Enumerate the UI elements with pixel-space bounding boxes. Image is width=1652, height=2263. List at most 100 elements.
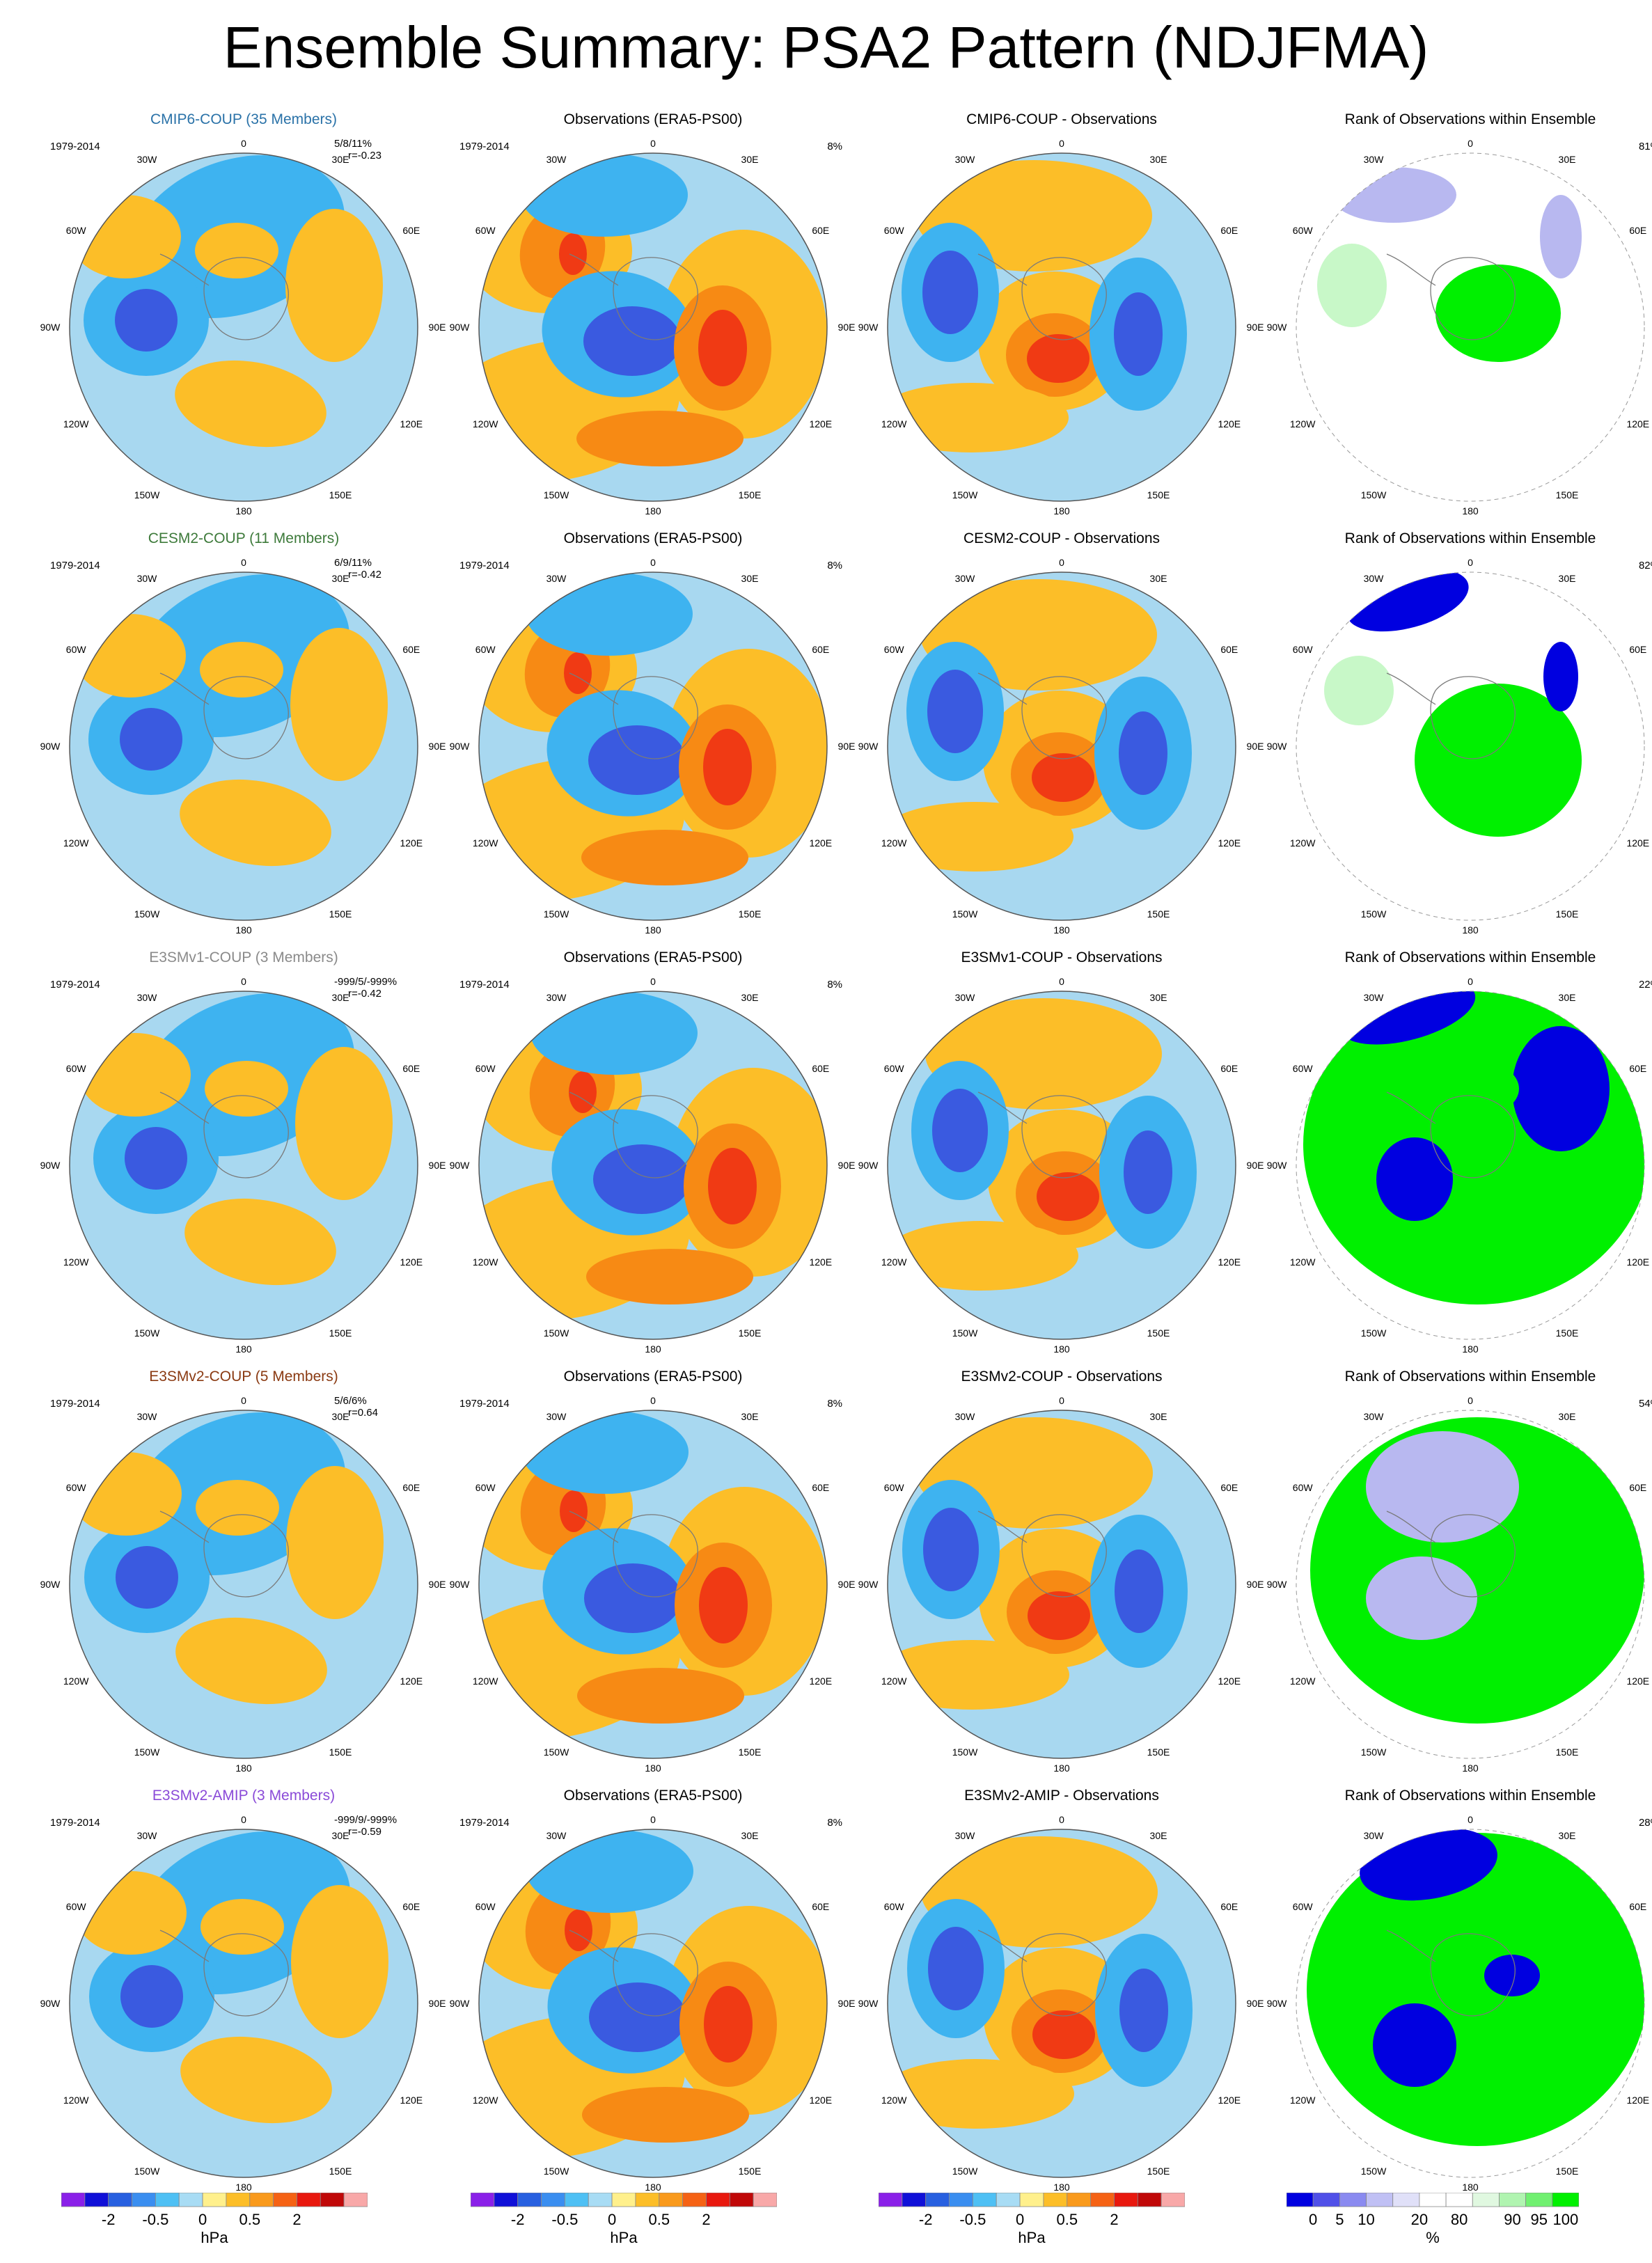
longitude-label: 120W: [63, 2095, 89, 2106]
longitude-label: 120W: [1289, 837, 1316, 849]
longitude-label: 60W: [475, 1482, 496, 1493]
colorbar-tick: 0: [607, 2211, 617, 2228]
longitude-label: 180: [1462, 505, 1479, 517]
colorbar-swatch: [1286, 2192, 1314, 2207]
field-region-4: [180, 779, 331, 867]
field-region-4: [560, 1490, 588, 1532]
longitude-label: 150E: [1147, 1327, 1170, 1339]
longitude-label: 60E: [812, 644, 830, 655]
longitude-label: 60E: [1629, 1063, 1647, 1074]
longitude-label: 180: [645, 1763, 661, 1774]
longitude-label: 180: [645, 505, 661, 517]
panel-title: Rank of Observations within Ensemble: [1344, 949, 1596, 965]
longitude-label: 90E: [1246, 1579, 1264, 1590]
longitude-label: 180: [645, 2182, 661, 2193]
longitude-label: 60E: [812, 1063, 830, 1074]
field-region-8: [704, 1986, 753, 2063]
panel-title: CMIP6-COUP (35 Members): [150, 111, 337, 127]
colorbar-swatch: [706, 2192, 730, 2207]
longitude-label: 180: [1462, 2182, 1479, 2193]
obs-panel: Observations (ERA5-PS00) 1979-2014 8% 0 30E 6…: [450, 530, 856, 948]
field-region-3: [1037, 1172, 1099, 1221]
longitude-label: 150W: [952, 908, 978, 920]
peninsula-coastline: [977, 253, 1028, 286]
longitude-label: 60W: [883, 1901, 904, 1912]
panel-title: Observations (ERA5-PS00): [563, 1369, 743, 1385]
longitude-label: 150E: [738, 1327, 762, 1339]
rank-region-2: [1373, 1445, 1484, 1515]
longitude-label: 30W: [1363, 992, 1384, 1004]
longitude-label: 90E: [1246, 1998, 1264, 2009]
longitude-label: 180: [1053, 505, 1070, 517]
longitude-label: 90E: [428, 1160, 446, 1171]
longitude-label: 90E: [428, 741, 446, 752]
variance-percent: 8%: [827, 979, 842, 991]
longitude-label: 90W: [1266, 741, 1287, 752]
longitude-label: 120W: [1289, 2095, 1316, 2106]
period-label: 1979-2014: [459, 1817, 510, 1829]
map-boundary: [887, 1829, 1236, 2178]
colorbar-swatch: [1137, 2192, 1162, 2207]
peninsula-coastline: [569, 1930, 619, 1962]
longitude-label: 0: [650, 976, 656, 987]
colorbar-tick: 0: [1309, 2211, 1318, 2228]
panel-title: CESM2-COUP - Observations: [963, 530, 1161, 546]
longitude-label: 60W: [883, 644, 904, 655]
field-region-8: [703, 729, 752, 805]
longitude-label: 150W: [952, 489, 978, 500]
obs-map: [478, 1829, 828, 2178]
panel-title: CESM2-COUP (11 Members): [148, 530, 340, 546]
field-region-10: [582, 2087, 749, 2143]
model-map: [69, 1410, 418, 1759]
colorbar-tick: 100: [1552, 2211, 1579, 2228]
longitude-label: 60W: [475, 644, 496, 655]
map-boundary: [887, 152, 1236, 502]
field-region-6: [583, 306, 681, 376]
field-region-5: [290, 628, 388, 781]
longitude-label: 60W: [1292, 1063, 1313, 1074]
colorbar-obs: -2 -0.5 0 0.5 2 hPa: [470, 2192, 778, 2246]
panel-title: E3SMv2-AMIP (3 Members): [152, 1788, 336, 1804]
panel-title: Rank of Observations within Ensemble: [1344, 1788, 1596, 1804]
panel-title: Rank of Observations within Ensemble: [1344, 530, 1596, 546]
longitude-label: 150E: [1555, 1746, 1579, 1758]
obs-panel: Observations (ERA5-PS00) 1979-2014 8% 0 30E 6…: [450, 1788, 856, 2205]
antarctica-coastline: [1430, 676, 1516, 759]
map-boundary: [478, 571, 828, 921]
rank-region-0: [1303, 991, 1644, 1304]
longitude-label: 120W: [472, 1256, 498, 1268]
rank-region-3: [1543, 642, 1578, 711]
colorbar-tick: -0.5: [959, 2211, 986, 2228]
variance-percent: 54%: [1638, 1398, 1652, 1410]
longitude-label: 30E: [1558, 992, 1576, 1004]
panel-title: Observations (ERA5-PS00): [563, 530, 743, 546]
longitude-label: 30W: [546, 1830, 567, 1842]
field-region-3: [116, 1546, 178, 1609]
ensemble-stats: 6/9/11%: [334, 557, 372, 569]
longitude-label: 120W: [881, 1675, 907, 1687]
longitude-label: 0: [650, 138, 656, 149]
longitude-label: 30W: [136, 573, 157, 585]
variance-percent: 82%: [1638, 560, 1652, 571]
longitude-label: 60E: [812, 1482, 830, 1493]
longitude-label: 0: [1468, 557, 1473, 568]
model-panel: E3SMv2-COUP (5 Members) 1979-2014 5/6/6% r=…: [40, 1369, 446, 1786]
model-panel: E3SMv1-COUP (3 Members) 1979-2014 -999/5/-…: [40, 949, 446, 1367]
longitude-label: 60W: [883, 1482, 904, 1493]
longitude-label: 30W: [1363, 1411, 1384, 1423]
longitude-label: 150E: [329, 1327, 352, 1339]
rank-region-2: [1373, 2003, 1456, 2087]
rank-region-3: [1463, 285, 1547, 341]
longitude-label: 0: [1059, 976, 1064, 987]
longitude-label: 0: [241, 1395, 246, 1406]
longitude-label: 30E: [1149, 1830, 1167, 1842]
map-boundary: [1296, 1410, 1645, 1759]
field-region-4: [565, 1909, 592, 1951]
longitude-label: 120E: [1218, 2095, 1241, 2106]
longitude-label: 120E: [1218, 837, 1241, 849]
panel-title: Observations (ERA5-PS00): [563, 1788, 743, 1804]
longitude-label: 90W: [449, 1579, 470, 1590]
peninsula-coastline: [1386, 1091, 1436, 1124]
longitude-label: 60E: [1629, 1901, 1647, 1912]
colorbar-swatch: [925, 2192, 950, 2207]
